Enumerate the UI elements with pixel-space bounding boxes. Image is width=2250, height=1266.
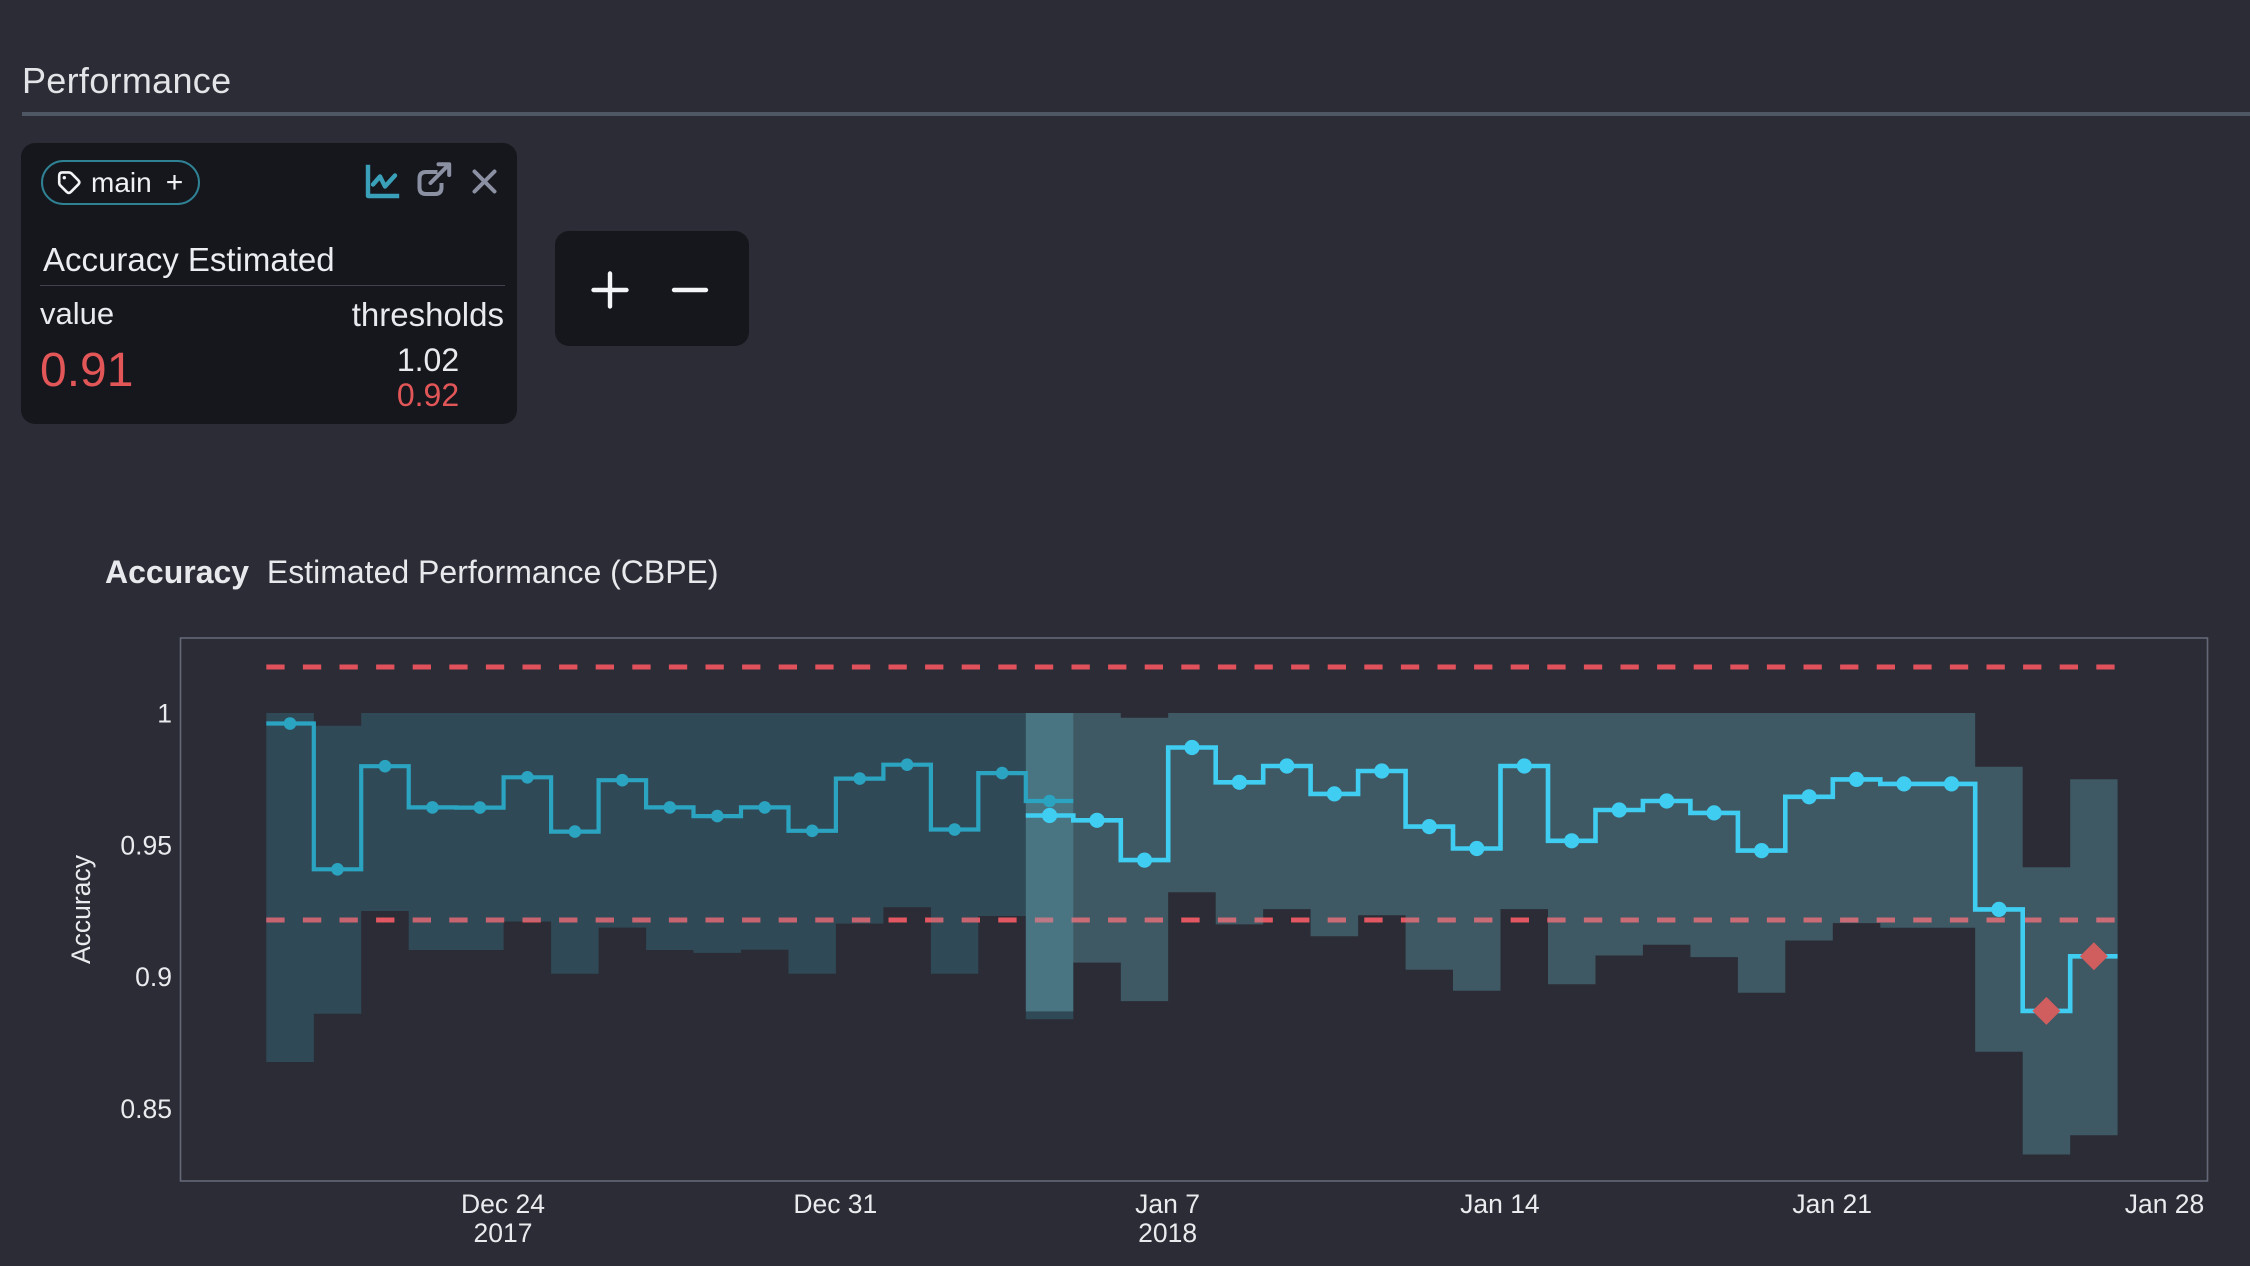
svg-text:Dec 24: Dec 24 [461,1189,545,1219]
svg-text:Accuracy: Accuracy [66,854,96,964]
svg-text:0.9: 0.9 [135,962,172,992]
svg-text:0.95: 0.95 [120,831,172,861]
svg-text:Jan 14: Jan 14 [1460,1189,1540,1219]
svg-text:Jan 21: Jan 21 [1792,1189,1872,1219]
svg-text:Jan 28: Jan 28 [2125,1189,2205,1219]
svg-text:2017: 2017 [474,1218,533,1248]
svg-text:Jan 7: Jan 7 [1135,1189,1200,1219]
svg-text:1: 1 [157,699,172,729]
svg-text:2018: 2018 [1138,1218,1197,1248]
svg-text:0.85: 0.85 [120,1094,172,1124]
svg-text:Dec 31: Dec 31 [793,1189,877,1219]
